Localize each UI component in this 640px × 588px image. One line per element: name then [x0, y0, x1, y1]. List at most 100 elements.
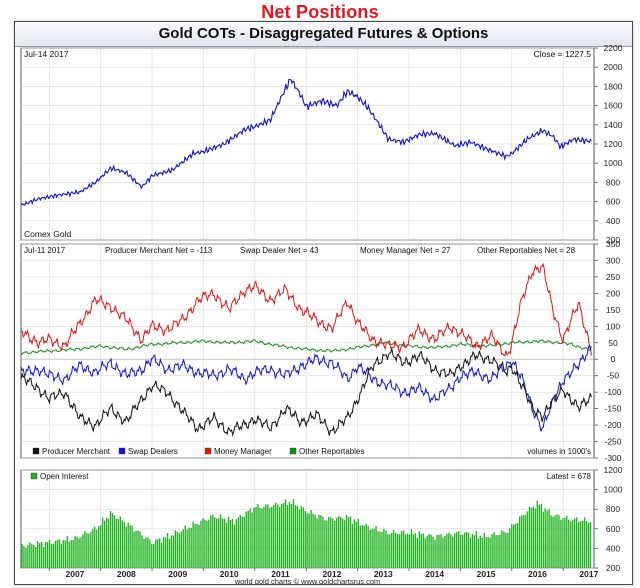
- open-interest-bar: [168, 538, 171, 568]
- open-interest-bar: [467, 532, 470, 568]
- open-interest-bar: [210, 515, 212, 568]
- open-interest-bar: [170, 535, 173, 568]
- x-tick-label: 2014: [425, 569, 444, 579]
- open-interest-bar: [273, 505, 275, 568]
- open-interest-bar: [363, 525, 365, 568]
- legend-swatch: [204, 447, 212, 455]
- x-tick-label: 2015: [477, 569, 496, 579]
- y-tick-label: 1200: [604, 139, 623, 149]
- open-interest-bar: [414, 533, 417, 568]
- open-interest-bar: [58, 539, 61, 568]
- cot-date-label: Jul-11 2017: [24, 246, 66, 255]
- open-interest-bar: [457, 531, 460, 568]
- y-tick-label: 300: [606, 255, 620, 265]
- open-interest-bar: [322, 516, 324, 568]
- open-interest-bar: [585, 520, 588, 568]
- open-interest-bar: [38, 543, 41, 568]
- open-interest-bar: [359, 525, 361, 568]
- open-interest-bar: [552, 517, 554, 568]
- legend-label: Swap Dealers: [128, 447, 178, 456]
- open-interest-bar: [479, 535, 481, 568]
- y-tick-label: 350: [606, 239, 620, 249]
- open-interest-bar: [33, 545, 35, 568]
- open-interest-bar: [373, 528, 375, 568]
- open-interest-bar: [121, 520, 123, 568]
- open-interest-bar: [330, 517, 332, 568]
- open-interest-bar: [493, 532, 495, 568]
- open-interest-bar: [84, 531, 86, 568]
- open-interest-bar: [56, 539, 59, 568]
- open-interest-bar: [461, 534, 464, 568]
- open-interest-bar: [412, 534, 415, 568]
- price-date-label: Jul-14 2017: [24, 49, 69, 59]
- open-interest-bar: [430, 534, 432, 568]
- open-interest-bar: [513, 524, 515, 568]
- open-interest-bar: [66, 536, 68, 568]
- open-interest-bar: [217, 518, 220, 568]
- open-interest-bar: [48, 540, 51, 568]
- open-interest-bar: [355, 521, 358, 568]
- open-interest-bar: [353, 519, 356, 568]
- open-interest-bar: [92, 528, 94, 568]
- open-interest-bar: [221, 518, 224, 568]
- open-interest-bar: [190, 527, 192, 568]
- open-interest-bar: [320, 515, 322, 568]
- open-interest-bar: [25, 547, 27, 568]
- open-interest-bar: [261, 508, 263, 568]
- open-interest-bar: [507, 532, 509, 568]
- open-interest-bar: [176, 532, 179, 568]
- open-interest-bar: [485, 537, 487, 568]
- net-header-label: Money Manager Net = 27: [360, 246, 451, 255]
- open-interest-bar: [339, 516, 342, 568]
- open-interest-bar: [35, 547, 37, 568]
- open-interest-bar: [164, 537, 167, 568]
- open-interest-bar: [337, 515, 340, 568]
- open-interest-bar: [269, 507, 271, 568]
- open-interest-bar: [546, 510, 548, 568]
- open-interest-bar: [554, 515, 556, 568]
- open-interest-bar: [153, 543, 155, 568]
- y-tick-label: -100: [604, 387, 621, 397]
- open-interest-bar: [566, 516, 568, 568]
- open-interest-bar: [243, 516, 245, 568]
- open-interest-bar: [229, 520, 232, 568]
- open-interest-bar: [172, 535, 175, 568]
- y-tick-label: -150: [604, 404, 621, 414]
- open-interest-bar: [64, 540, 66, 568]
- open-interest-bar: [316, 518, 318, 568]
- y-tick-label: 1400: [604, 120, 623, 130]
- open-interest-bar: [454, 533, 456, 568]
- open-interest-bar: [88, 533, 90, 568]
- legend-label: Producer Merchant: [42, 447, 111, 456]
- open-interest-bar: [520, 515, 523, 568]
- open-interest-bar: [381, 532, 383, 568]
- open-interest-bar: [200, 520, 202, 568]
- open-interest-bar: [37, 541, 39, 568]
- x-tick-label: 2016: [528, 569, 547, 579]
- open-interest-bar: [371, 528, 373, 568]
- open-interest-bar: [94, 526, 96, 568]
- open-interest-bar: [387, 534, 389, 568]
- cot-charts: 2004006008001000120014001600180020002200…: [20, 43, 623, 584]
- open-interest-bar: [300, 506, 302, 568]
- open-interest-bar: [418, 531, 421, 568]
- open-interest-bar: [255, 506, 257, 568]
- open-interest-bar: [227, 516, 230, 568]
- open-interest-bar: [446, 533, 448, 568]
- open-interest-bar: [46, 542, 49, 568]
- open-interest-bar: [477, 538, 480, 568]
- open-interest-bar: [123, 521, 125, 568]
- open-interest-bar: [253, 507, 255, 568]
- open-interest-bar: [294, 505, 297, 568]
- open-interest-bar: [107, 518, 110, 568]
- open-interest-bar: [438, 534, 440, 568]
- open-interest-bar: [574, 518, 576, 568]
- open-interest-bar: [277, 504, 279, 568]
- y-tick-label: 1000: [604, 485, 623, 495]
- open-interest-bar: [379, 531, 381, 568]
- open-interest-bar: [511, 524, 513, 568]
- open-interest-bar: [444, 536, 446, 568]
- open-interest-bar: [550, 515, 552, 568]
- open-interest-bar: [532, 506, 535, 568]
- open-interest-bar: [241, 516, 243, 568]
